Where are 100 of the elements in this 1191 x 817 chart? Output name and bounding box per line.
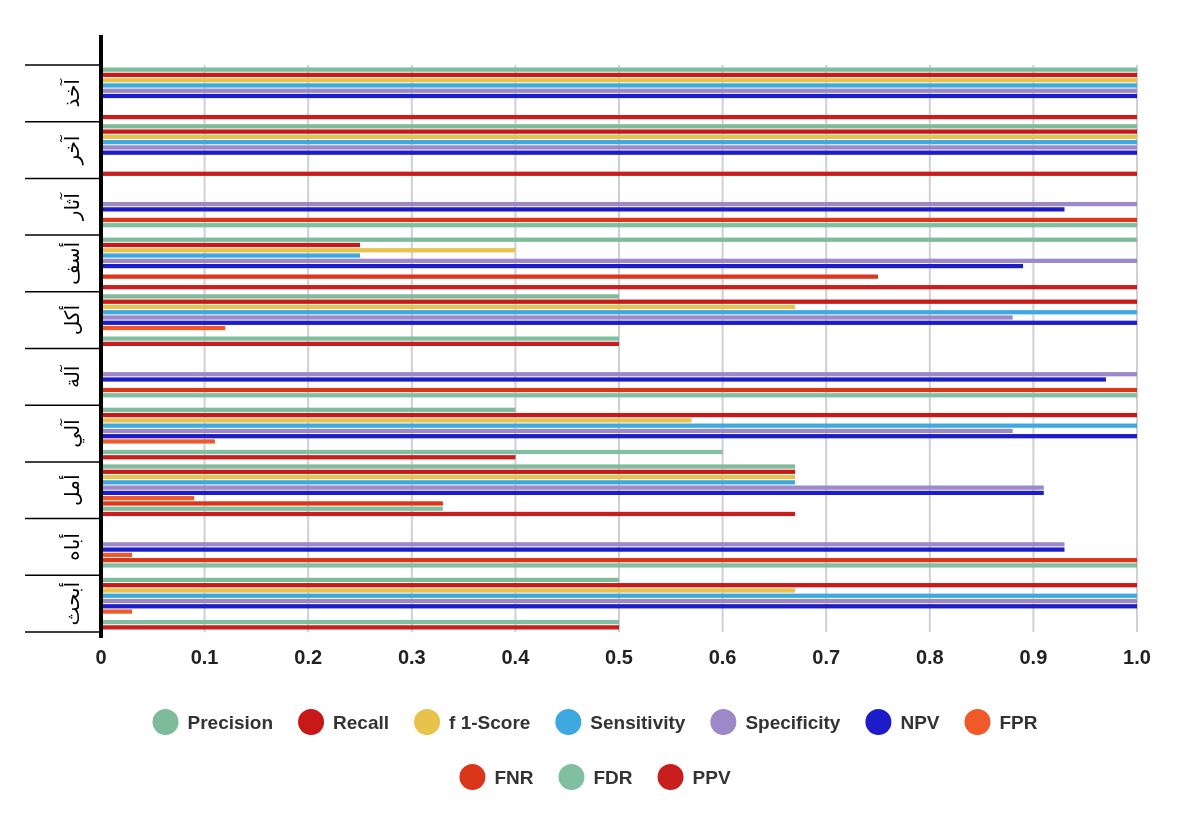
y-tick-label: أباه: [59, 533, 84, 561]
bar: [101, 387, 1137, 393]
x-tick-label: 0: [95, 646, 107, 668]
bar: [101, 496, 195, 501]
legend-label: Recall: [333, 711, 390, 733]
bar: [101, 248, 516, 253]
bar: [101, 217, 1137, 223]
legend-label: FPR: [999, 711, 1038, 733]
bar: [101, 439, 215, 444]
bar: [101, 563, 1137, 568]
bar: [101, 134, 1137, 139]
bar: [101, 474, 796, 480]
bar: [101, 625, 619, 630]
x-tick-label: 0.5: [605, 646, 633, 668]
bar: [101, 285, 1137, 290]
legend-label: PPV: [692, 766, 731, 788]
y-tick-label: آثار: [59, 191, 84, 222]
legend-label: FNR: [494, 766, 534, 788]
bar: [101, 455, 516, 460]
bar: [101, 542, 1065, 547]
y-tick-label: أسف: [59, 241, 84, 285]
bar: [101, 428, 1013, 434]
x-tick-label: 1.0: [1123, 646, 1151, 668]
bar: [101, 598, 1137, 604]
x-tick-label: 0.2: [294, 646, 323, 668]
bar: [101, 588, 796, 593]
bar: [101, 207, 1065, 212]
bar: [101, 412, 1137, 418]
y-tick-label: أكل: [59, 305, 84, 336]
bar: [101, 320, 1137, 325]
bar: [101, 485, 1044, 490]
legend-label: Specificity: [745, 711, 841, 733]
legend-label: Sensitivity: [590, 711, 686, 733]
bar: [101, 78, 1137, 83]
bar: [101, 114, 1137, 120]
bar: [101, 315, 1013, 320]
bar: [101, 72, 1137, 78]
bar: [101, 577, 619, 583]
bar: [101, 294, 619, 299]
bar: [101, 407, 516, 412]
bar: [101, 304, 796, 310]
y-tick-label: آخذ: [59, 77, 84, 108]
bar: [101, 418, 692, 423]
bar: [101, 372, 1137, 377]
bar: [101, 464, 796, 469]
bar: [101, 310, 1137, 315]
bar: [101, 88, 1137, 93]
bar: [101, 67, 1137, 72]
bar: [101, 129, 1137, 134]
y-tick-label: آلي: [59, 417, 85, 448]
x-tick-label: 0.1: [190, 646, 219, 668]
y-tick-label: آخر: [59, 134, 84, 166]
bar: [101, 124, 1137, 129]
bar: [101, 609, 133, 614]
bar: [101, 604, 1137, 609]
bar: [101, 171, 1137, 176]
bar: [101, 242, 360, 248]
bar: [101, 237, 1137, 242]
x-tick-label: 0.9: [1019, 646, 1048, 668]
bar: [101, 263, 1024, 269]
bar: [101, 511, 796, 517]
bar: [101, 583, 1137, 588]
bar: [101, 223, 1137, 228]
bar: [101, 93, 1137, 99]
bar: [101, 83, 1137, 88]
bar: [101, 258, 1137, 263]
bar: [101, 506, 443, 511]
bar: [101, 547, 1065, 552]
legend-label: NPV: [900, 711, 940, 733]
legend-label: Precision: [187, 711, 274, 733]
bar: [101, 140, 1137, 145]
bar: [101, 274, 878, 279]
bar: [101, 201, 1137, 207]
y-tick-label: أبحث: [59, 581, 84, 626]
bar: [101, 325, 226, 331]
bar: [101, 299, 1137, 304]
bar: [101, 145, 1137, 150]
y-tick-label: آلة: [59, 364, 84, 389]
bar: [101, 434, 1137, 439]
bar: [101, 423, 1137, 428]
bar: [101, 619, 619, 625]
bar: [101, 150, 1137, 155]
x-tick-label: 0.8: [915, 646, 944, 668]
x-tick-label: 0.4: [501, 646, 531, 668]
bar: [101, 480, 796, 485]
y-tick-label: أمل: [59, 474, 84, 506]
legend-label: f 1-Score: [449, 711, 531, 733]
bar: [101, 449, 723, 455]
bar: [101, 253, 360, 258]
bar: [101, 490, 1044, 496]
bar: [101, 469, 796, 474]
x-tick-label: 0.7: [812, 646, 841, 668]
bar: [101, 377, 1106, 382]
legend-label: FDR: [593, 766, 633, 788]
x-tick-label: 0.6: [708, 646, 737, 668]
bar: [101, 341, 619, 347]
bar: [101, 336, 619, 341]
bar: [101, 593, 1137, 598]
bar: [101, 558, 1137, 563]
x-tick-label: 0.3: [397, 646, 426, 668]
